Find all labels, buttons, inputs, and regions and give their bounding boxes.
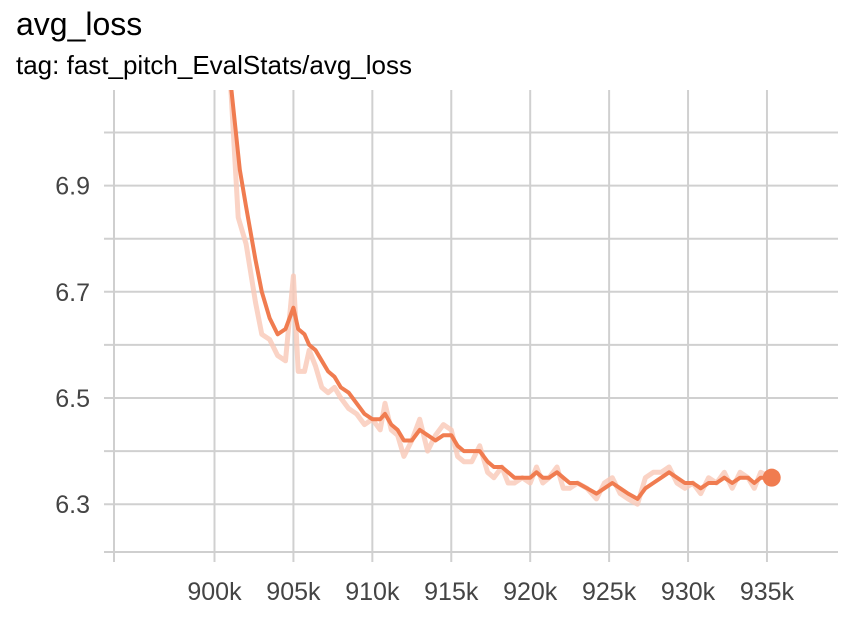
x-tick-label: 910k: [345, 578, 400, 606]
axes: [104, 90, 838, 562]
raw-loss-line: [228, 90, 775, 507]
chart-tag: tag: fast_pitch_EvalStats/avg_loss: [16, 50, 413, 80]
series-layer: [228, 90, 775, 507]
y-tick-label: 6.5: [55, 385, 90, 413]
x-tick-label: 915k: [424, 578, 479, 606]
tick-labels: 6.3 6.5 6.7 6.9 900k 905k 910k 915k 920k 925k 930k…: [55, 173, 794, 606]
x-tick-label: 900k: [187, 578, 242, 606]
chart-title: avg_loss: [16, 6, 143, 42]
grid-lines: [104, 90, 838, 562]
last-point-marker[interactable]: [762, 468, 781, 487]
smoothed-loss-line: [229, 90, 774, 501]
y-tick-label: 6.7: [55, 279, 90, 307]
x-tick-label: 925k: [582, 578, 637, 606]
x-tick-label: 920k: [503, 578, 558, 606]
x-tick-label: 905k: [266, 578, 321, 606]
y-tick-label: 6.9: [55, 173, 90, 201]
y-tick-label: 6.3: [55, 491, 90, 519]
x-tick-label: 935k: [740, 578, 795, 606]
x-tick-label: 930k: [661, 578, 716, 606]
